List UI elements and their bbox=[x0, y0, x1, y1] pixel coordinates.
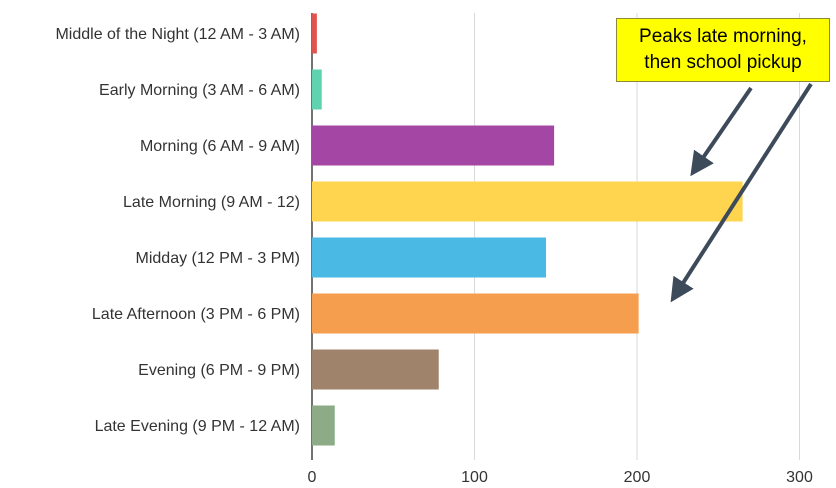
x-tick-label: 100 bbox=[461, 469, 488, 486]
bar bbox=[312, 350, 439, 390]
category-label: Late Morning (9 AM - 12) bbox=[123, 194, 300, 211]
category-label: Late Evening (9 PM - 12 AM) bbox=[95, 418, 300, 435]
annotation-line-2: then school pickup bbox=[617, 50, 829, 76]
category-label: Early Morning (3 AM - 6 AM) bbox=[99, 82, 300, 99]
annotation-line-1: Peaks late morning, bbox=[617, 24, 829, 50]
bar bbox=[312, 70, 322, 110]
bar bbox=[312, 294, 639, 334]
bar bbox=[312, 126, 554, 166]
bar bbox=[312, 182, 743, 222]
category-label: Evening (6 PM - 9 PM) bbox=[138, 362, 300, 379]
bar bbox=[312, 14, 317, 54]
category-label: Midday (12 PM - 3 PM) bbox=[136, 250, 300, 267]
bar bbox=[312, 406, 335, 446]
annotation-callout: Peaks late morning, then school pickup bbox=[616, 18, 830, 82]
x-tick-label: 200 bbox=[624, 469, 651, 486]
category-label: Morning (6 AM - 9 AM) bbox=[140, 138, 300, 155]
arrow-to-late-morning bbox=[696, 88, 751, 168]
x-tick-label: 0 bbox=[308, 469, 317, 486]
category-label: Late Afternoon (3 PM - 6 PM) bbox=[92, 306, 300, 323]
x-tick-label: 300 bbox=[786, 469, 813, 486]
category-label: Middle of the Night (12 AM - 3 AM) bbox=[55, 26, 300, 43]
bar bbox=[312, 238, 546, 278]
